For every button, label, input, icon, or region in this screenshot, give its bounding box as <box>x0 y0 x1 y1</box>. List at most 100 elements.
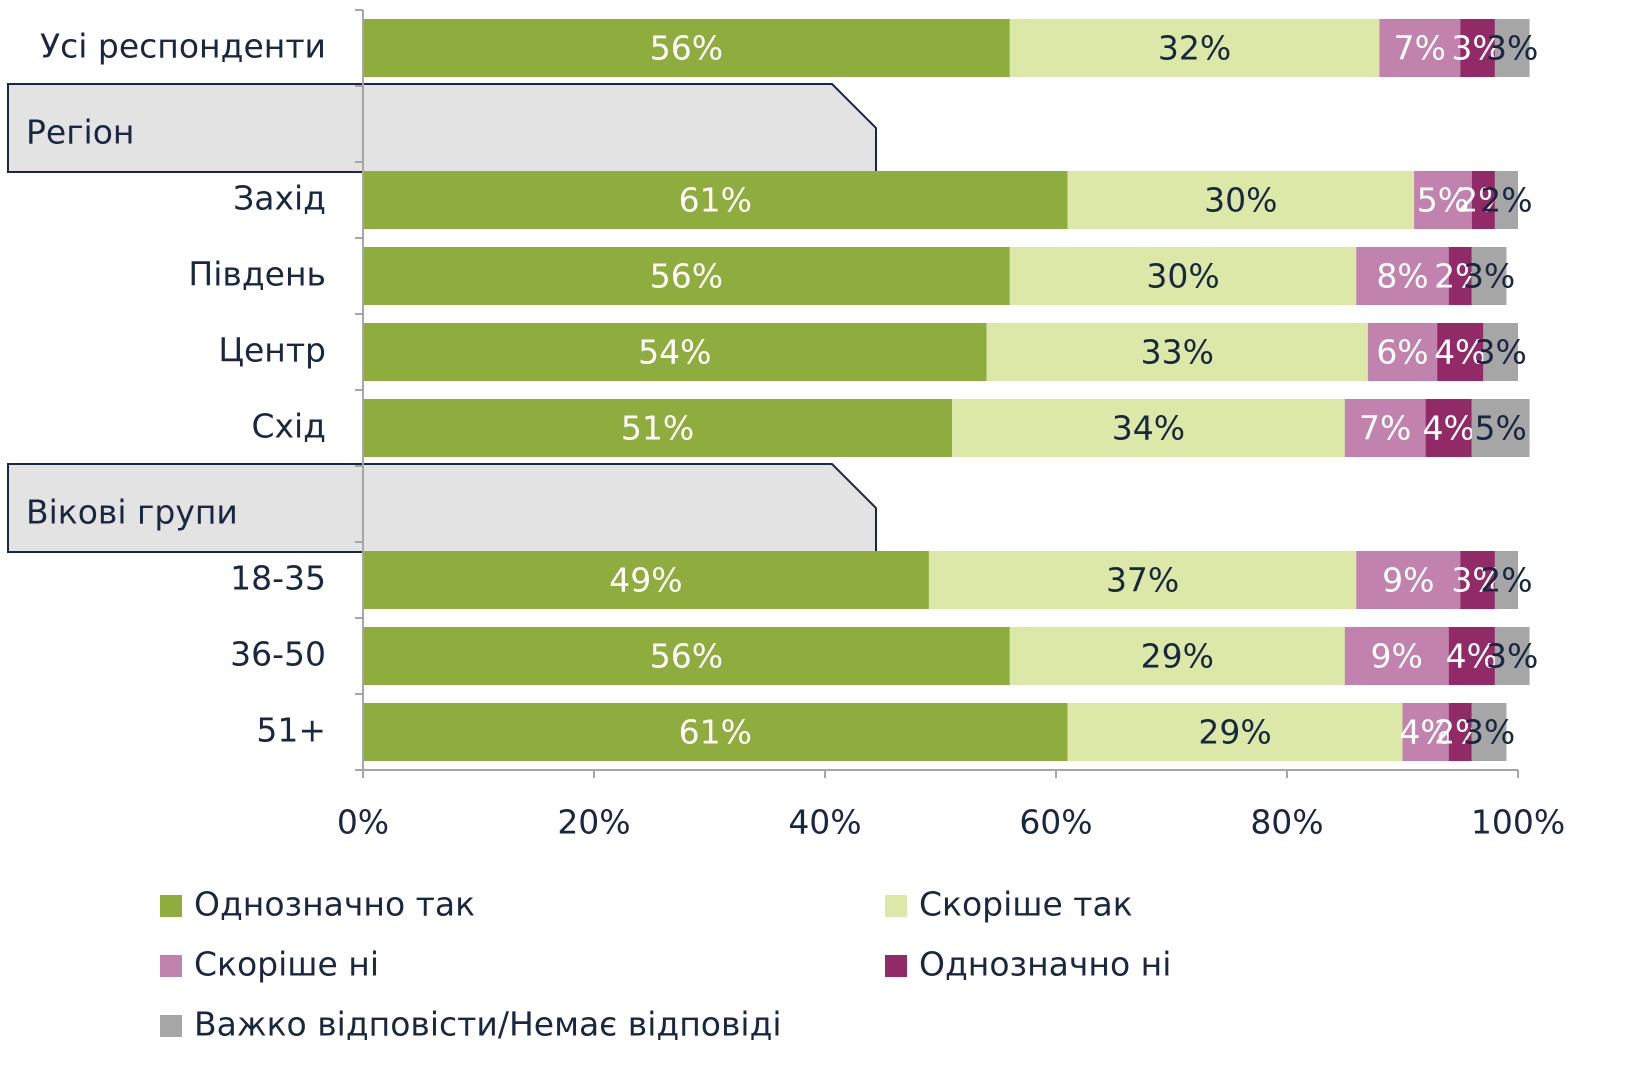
value-label: 30% <box>1146 257 1219 296</box>
value-label: 34% <box>1112 409 1185 448</box>
x-tick-label: 80% <box>1250 803 1323 842</box>
value-label: 56% <box>650 29 723 68</box>
value-label: 7% <box>1394 29 1446 68</box>
bar-segment <box>363 247 1010 305</box>
value-label: 33% <box>1141 333 1214 372</box>
x-tick-label: 60% <box>1019 803 1092 842</box>
x-tick-label: 0% <box>337 803 389 842</box>
value-label: 3% <box>1486 29 1538 68</box>
value-label: 4% <box>1446 637 1498 676</box>
bar-segment <box>1448 247 1472 305</box>
bar-segment <box>986 323 1368 381</box>
value-label: 7% <box>1359 409 1411 448</box>
bar-segment <box>1009 627 1345 685</box>
category-label: Південь <box>188 255 326 294</box>
value-label: 3% <box>1474 333 1526 372</box>
bar-segment <box>363 19 1010 77</box>
value-label: 2% <box>1480 561 1532 600</box>
legend-swatch <box>885 955 907 977</box>
bar-segment <box>1483 323 1518 381</box>
bar-segment <box>1402 703 1449 761</box>
bar-segment <box>952 399 1345 457</box>
value-label: 3% <box>1463 257 1515 296</box>
bar-segment <box>1356 247 1449 305</box>
legend-swatch <box>885 895 907 917</box>
value-label: 30% <box>1204 181 1277 220</box>
value-label: 2% <box>1480 181 1532 220</box>
bar-segment <box>1425 399 1472 457</box>
value-label: 3% <box>1486 637 1538 676</box>
bar-segment <box>363 323 987 381</box>
legend-label: Однозначно так <box>194 885 475 924</box>
value-label: 4% <box>1434 333 1486 372</box>
legend-swatch <box>160 1015 182 1037</box>
bar-segment <box>1367 323 1438 381</box>
bar-segment <box>1471 399 1530 457</box>
value-label: 29% <box>1141 637 1214 676</box>
bar-segment <box>1494 171 1518 229</box>
category-label: Усі респонденти <box>40 27 326 66</box>
bar-segment <box>1437 323 1484 381</box>
bar-segment <box>1356 551 1461 609</box>
bar-segment <box>1067 171 1415 229</box>
value-label: 29% <box>1198 713 1271 752</box>
bar-segment <box>363 703 1068 761</box>
bar-segment <box>1460 551 1495 609</box>
group-header-label: Регіон <box>26 113 134 152</box>
legend-swatch <box>160 895 182 917</box>
value-label: 56% <box>650 257 723 296</box>
value-label: 4% <box>1423 409 1475 448</box>
bar-segment <box>363 627 1010 685</box>
value-label: 6% <box>1376 333 1428 372</box>
bar-segment <box>1494 19 1530 77</box>
value-label: 61% <box>679 713 752 752</box>
bar-segment <box>1009 247 1357 305</box>
category-label: Схід <box>251 407 326 446</box>
value-label: 9% <box>1371 637 1423 676</box>
value-label: 8% <box>1376 257 1428 296</box>
value-label: 5% <box>1474 409 1526 448</box>
bar-segment <box>363 551 929 609</box>
bar-segment <box>1448 703 1472 761</box>
bar-segment <box>1344 399 1426 457</box>
value-label: 37% <box>1106 561 1179 600</box>
bar-segment <box>1379 19 1461 77</box>
bar-segment <box>1414 171 1472 229</box>
x-tick-label: 40% <box>788 803 861 842</box>
value-label: 51% <box>621 409 694 448</box>
bar-segment <box>1009 19 1380 77</box>
bar-segment <box>1067 703 1403 761</box>
category-label: Захід <box>233 179 326 218</box>
value-label: 56% <box>650 637 723 676</box>
bar-segment <box>1344 627 1449 685</box>
group-header-box <box>7 83 877 173</box>
value-label: 54% <box>638 333 711 372</box>
bar-segment <box>1471 703 1507 761</box>
value-label: 9% <box>1382 561 1434 600</box>
bar-segment <box>363 399 953 457</box>
bar-segment <box>1460 19 1495 77</box>
group-header-box <box>7 463 877 553</box>
legend-label: Скоріше ні <box>194 945 379 984</box>
legend-label: Скоріше так <box>919 885 1133 924</box>
value-label: 49% <box>609 561 682 600</box>
group-header-label: Вікові групи <box>26 493 238 532</box>
bar-segment <box>928 551 1357 609</box>
category-label: Центр <box>218 331 326 370</box>
bar-segment <box>1448 627 1495 685</box>
bar-segment <box>1471 171 1495 229</box>
value-label: 5% <box>1417 181 1469 220</box>
category-label: 18-35 <box>230 559 326 598</box>
value-label: 32% <box>1158 29 1231 68</box>
legend-label: Важко відповісти/Немає відповіді <box>194 1005 782 1044</box>
x-tick-label: 100% <box>1471 803 1565 842</box>
legend-swatch <box>160 955 182 977</box>
bar-segment <box>1471 247 1507 305</box>
category-label: 51+ <box>256 711 326 750</box>
value-label: 4% <box>1399 713 1451 752</box>
value-label: 61% <box>679 181 752 220</box>
legend-label: Однозначно ні <box>919 945 1171 984</box>
bar-segment <box>1494 627 1530 685</box>
value-label: 3% <box>1463 713 1515 752</box>
